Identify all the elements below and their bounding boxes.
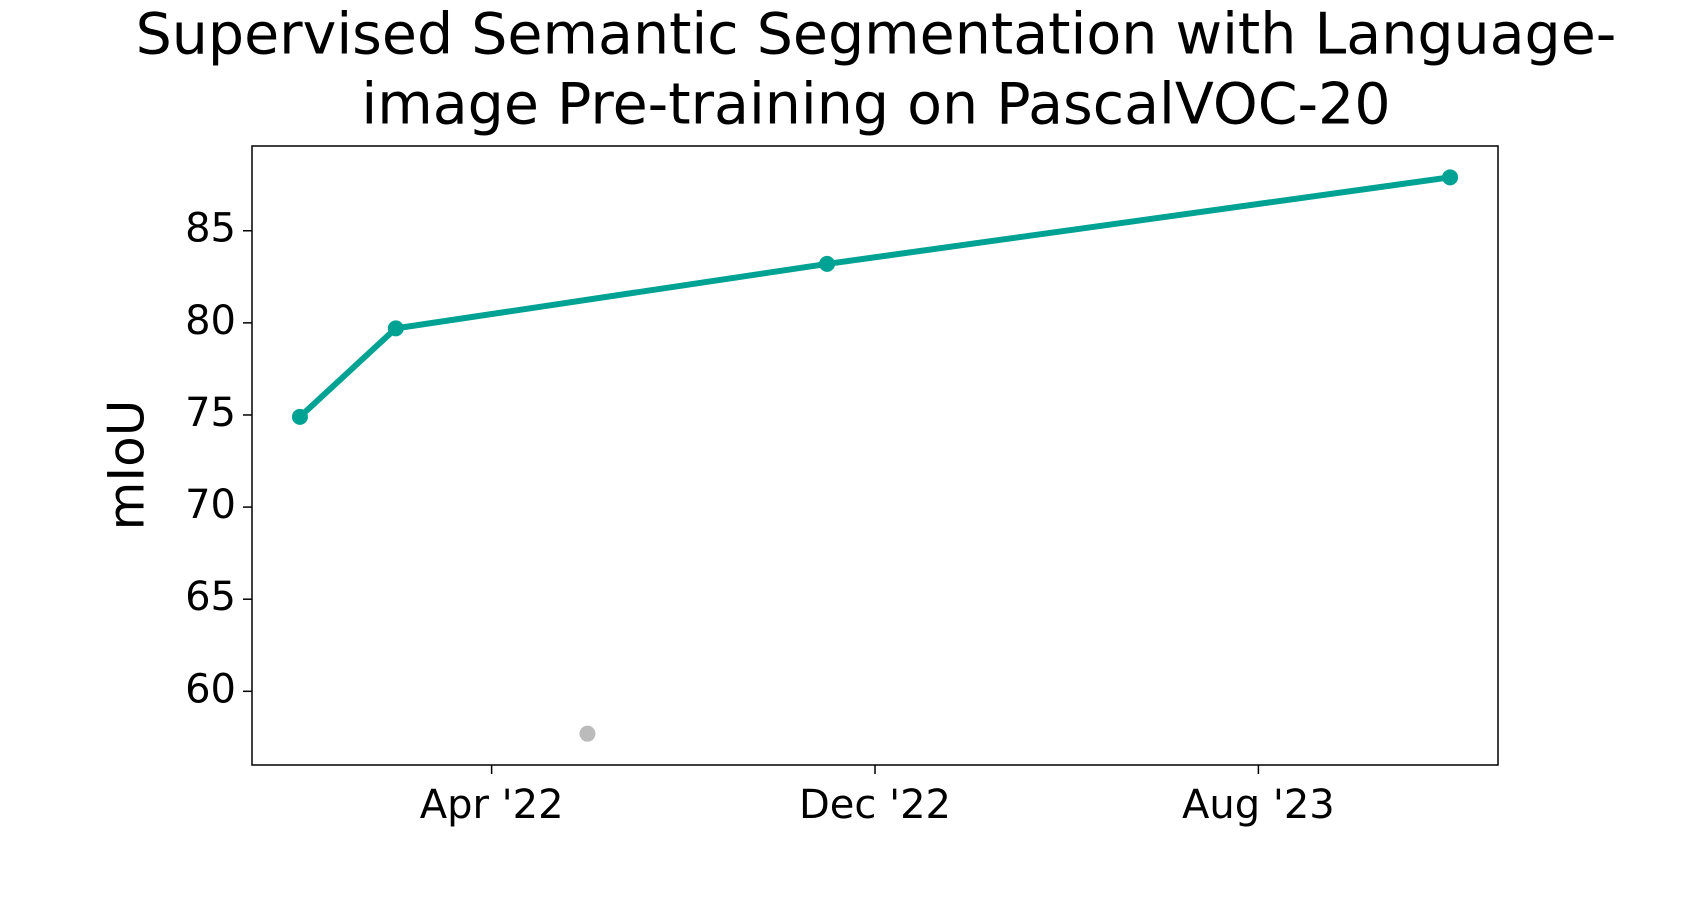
y-tick-label: 80 [185, 298, 236, 344]
data-point [819, 255, 836, 272]
y-tick-label: 75 [185, 390, 236, 436]
y-tick-label: 65 [185, 574, 236, 620]
data-point [291, 408, 308, 425]
y-tick-label: 70 [185, 482, 236, 528]
plot-frame [251, 145, 1499, 766]
data-point [387, 320, 404, 337]
chart-title: image Pre-training on PascalVOC-20 [361, 72, 1390, 138]
data-point [1442, 169, 1459, 186]
series-line [297, 174, 1451, 420]
y-axis-label: mIoU [98, 400, 156, 531]
y-tick-label: 60 [185, 666, 236, 712]
x-tick-label: Apr '22 [420, 782, 564, 828]
x-tick-label: Aug '23 [1182, 782, 1335, 828]
x-tick-label: Dec '22 [799, 782, 951, 828]
y-tick-label: 85 [185, 206, 236, 252]
chart-title: Supervised Semantic Segmentation with La… [136, 2, 1617, 68]
data-point [579, 725, 596, 742]
